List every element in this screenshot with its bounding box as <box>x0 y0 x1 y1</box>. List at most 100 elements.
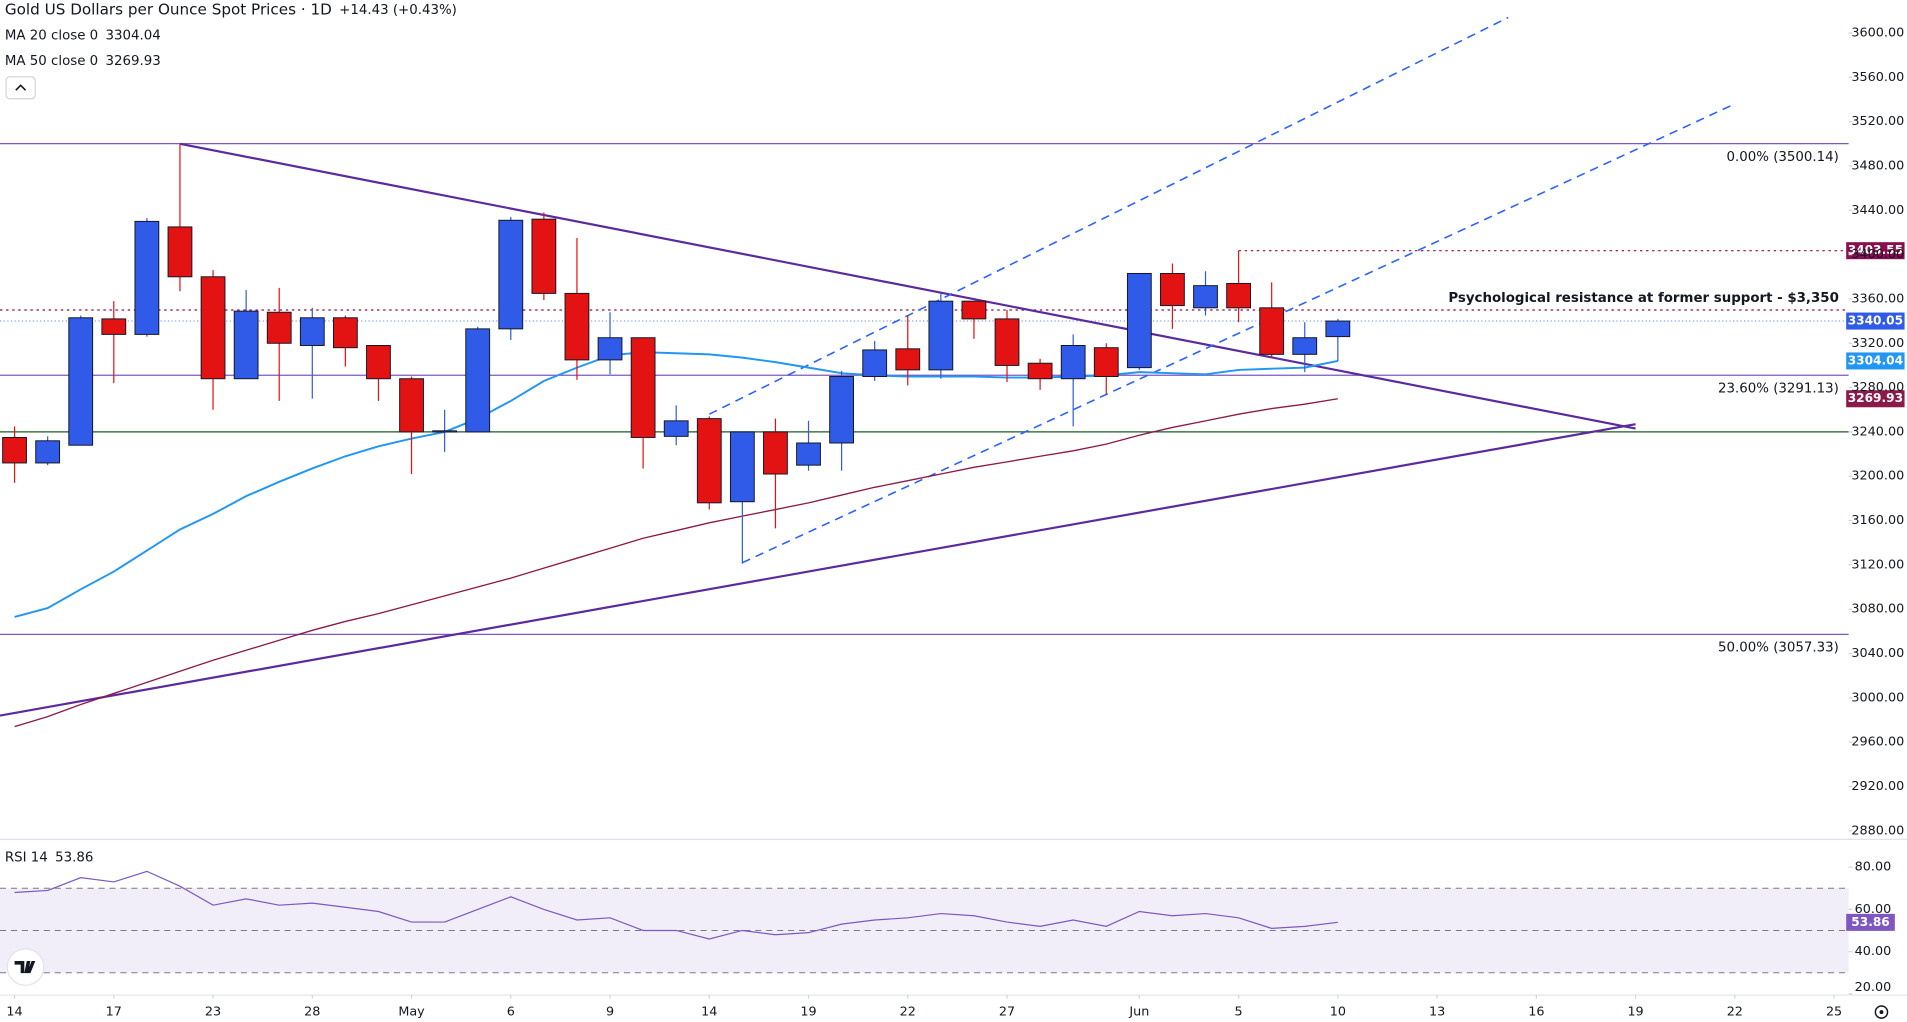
y-tick-label: 3320.00 <box>1851 336 1904 351</box>
candle-body <box>696 418 722 504</box>
price-tag <box>1846 390 1905 408</box>
rsi-y-tick-label: 80.00 <box>1855 860 1892 875</box>
candle-body <box>1325 320 1351 338</box>
x-tick-label: 5 <box>1235 1005 1243 1020</box>
candle-body <box>366 344 391 380</box>
y-tick-label: 3600.00 <box>1851 25 1904 40</box>
candle-body <box>564 292 590 361</box>
rsi-value: 53.86 <box>55 851 93 866</box>
candle-body <box>1093 347 1119 377</box>
rsi-y-tick-label: 60.00 <box>1855 902 1892 917</box>
rsi-pane <box>0 870 1849 974</box>
x-tick-label: 10 <box>1330 1005 1346 1020</box>
candle-body <box>399 378 424 433</box>
candle-body <box>465 328 491 433</box>
candle-body <box>763 431 788 475</box>
trendline <box>742 103 1736 564</box>
x-tick-label: 6 <box>507 1005 515 1020</box>
rsi-tag-label: 53.86 <box>1851 915 1889 929</box>
candle-body <box>829 376 855 444</box>
y-tick-label: 3480.00 <box>1851 158 1904 173</box>
axes: 3403.553340.053304.043269.932880.002920.… <box>0 25 1907 1020</box>
candle-body <box>531 218 557 294</box>
candle-body <box>597 337 623 361</box>
x-tick-label: 22 <box>900 1005 916 1020</box>
y-tick-label: 3120.00 <box>1851 557 1904 572</box>
price-change: +14.43 (+0.43%) <box>339 3 457 18</box>
candle-body <box>432 430 458 433</box>
x-tick-label: 19 <box>1627 1005 1643 1020</box>
collapse-button[interactable] <box>5 76 36 100</box>
legend-name: MA 20 close 0 <box>5 28 98 43</box>
candle-body <box>1160 272 1185 307</box>
x-tick-label: 14 <box>6 1005 22 1020</box>
logo-mark[interactable] <box>14 960 36 974</box>
y-tick-label: 3400.00 <box>1851 247 1904 262</box>
x-tick-label: 13 <box>1429 1005 1445 1020</box>
candle-body <box>729 431 755 503</box>
candle-body <box>895 348 921 371</box>
candle-body <box>994 318 1020 366</box>
logo[interactable] <box>6 948 45 986</box>
candle-body <box>1126 272 1152 369</box>
level-label: 0.00% (3500.14) <box>1727 150 1839 165</box>
level-label: 50.00% (3057.33) <box>1718 641 1839 656</box>
y-tick-label: 3200.00 <box>1851 469 1904 484</box>
labels: Gold US Dollars per Ounce Spot Prices · … <box>5 0 1839 865</box>
price-tag <box>1846 312 1905 330</box>
settings-button[interactable] <box>1874 1005 1889 1019</box>
trendline <box>708 16 1509 415</box>
button-frame[interactable] <box>5 76 36 100</box>
candle-body <box>1226 282 1251 309</box>
y-tick-label: 3360.00 <box>1851 291 1904 306</box>
candle-body <box>630 337 656 438</box>
candle-body <box>498 219 524 330</box>
trendline <box>179 142 1636 430</box>
gear-icon[interactable] <box>1874 1005 1889 1019</box>
legend-value: 3304.04 <box>105 28 160 43</box>
x-tick-label: 25 <box>1826 1005 1842 1020</box>
y-tick-label: 2920.00 <box>1851 779 1904 794</box>
x-tick-label: 27 <box>999 1005 1015 1020</box>
x-tick-label: 28 <box>304 1005 320 1020</box>
x-tick-label: May <box>398 1005 425 1020</box>
price-tag-label: 3304.04 <box>1848 353 1903 367</box>
x-tick-label: 22 <box>1727 1005 1743 1020</box>
gear-center[interactable] <box>1879 1010 1884 1015</box>
price-tag <box>1846 352 1905 370</box>
candle-body <box>862 349 888 377</box>
candle-body <box>1292 337 1318 355</box>
candle-body <box>200 276 226 380</box>
chevron-icon[interactable] <box>15 84 27 91</box>
candle-body <box>101 318 127 335</box>
candle-body <box>2 436 27 464</box>
x-tick-label: 14 <box>701 1005 717 1020</box>
candle-body <box>1193 285 1218 309</box>
rsi-name: RSI 14 <box>5 851 48 866</box>
chart-title: Gold US Dollars per Ounce Spot Prices · … <box>5 0 332 18</box>
y-tick-label: 3520.00 <box>1851 114 1904 129</box>
y-tick-label: 3000.00 <box>1851 690 1904 705</box>
y-tick-label: 3280.00 <box>1851 380 1904 395</box>
price-tag-label: 3269.93 <box>1848 391 1903 405</box>
rsi-line <box>14 870 1338 940</box>
price-tag <box>1846 242 1905 260</box>
x-tick-label: Jun <box>1128 1005 1149 1020</box>
y-tick-label: 3560.00 <box>1851 70 1904 85</box>
rsi-y-tick-label: 20.00 <box>1855 980 1892 995</box>
y-tick-label: 3040.00 <box>1851 646 1904 661</box>
levels <box>0 143 1849 635</box>
legend-value: 3269.93 <box>105 54 160 69</box>
level-label: Psychological resistance at former suppo… <box>1448 291 1839 306</box>
y-tick-label: 3240.00 <box>1851 424 1904 439</box>
candle-body <box>928 300 954 371</box>
y-tick-label: 2960.00 <box>1851 735 1904 750</box>
x-tick-label: 17 <box>106 1005 122 1020</box>
candle-body <box>1259 307 1285 355</box>
y-tick-label: 3160.00 <box>1851 513 1904 528</box>
candle-body <box>167 226 193 278</box>
candles <box>2 143 1351 564</box>
candle-body <box>796 442 821 466</box>
